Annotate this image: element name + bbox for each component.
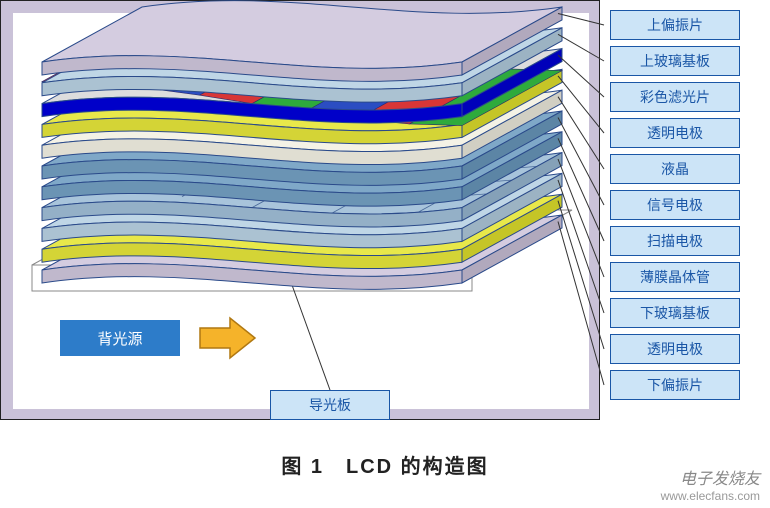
watermark-url: www.elecfans.com	[661, 489, 760, 503]
label-lower_glass: 下玻璃基板	[610, 298, 740, 328]
label-transparent_elec2: 透明电极	[610, 334, 740, 364]
diagram-background	[0, 0, 600, 420]
label-scan_elec: 扫描电极	[610, 226, 740, 256]
watermark-logo-text: 电子发烧友	[680, 471, 760, 488]
backlight-label: 背光源	[60, 320, 180, 356]
label-tft: 薄膜晶体管	[610, 262, 740, 292]
layer-labels-column: 上偏振片上玻璃基板彩色滤光片透明电极液晶信号电极扫描电极薄膜晶体管下玻璃基板透明…	[610, 10, 750, 406]
label-transparent_elec1: 透明电极	[610, 118, 740, 148]
label-signal_elec: 信号电极	[610, 190, 740, 220]
backlight-text: 背光源	[97, 328, 142, 349]
light-guide-label: 导光板	[270, 390, 390, 420]
label-color_filter: 彩色滤光片	[610, 82, 740, 112]
label-upper_glass: 上玻璃基板	[610, 46, 740, 76]
label-upper_polarizer: 上偏振片	[610, 10, 740, 40]
watermark: 电子发烧友 www.elecfans.com	[661, 465, 760, 503]
figure-caption: 图 1 LCD 的构造图	[0, 450, 770, 479]
label-lower_polarizer: 下偏振片	[610, 370, 740, 400]
label-liquid_crystal: 液晶	[610, 154, 740, 184]
light-guide-text: 导光板	[309, 395, 351, 415]
